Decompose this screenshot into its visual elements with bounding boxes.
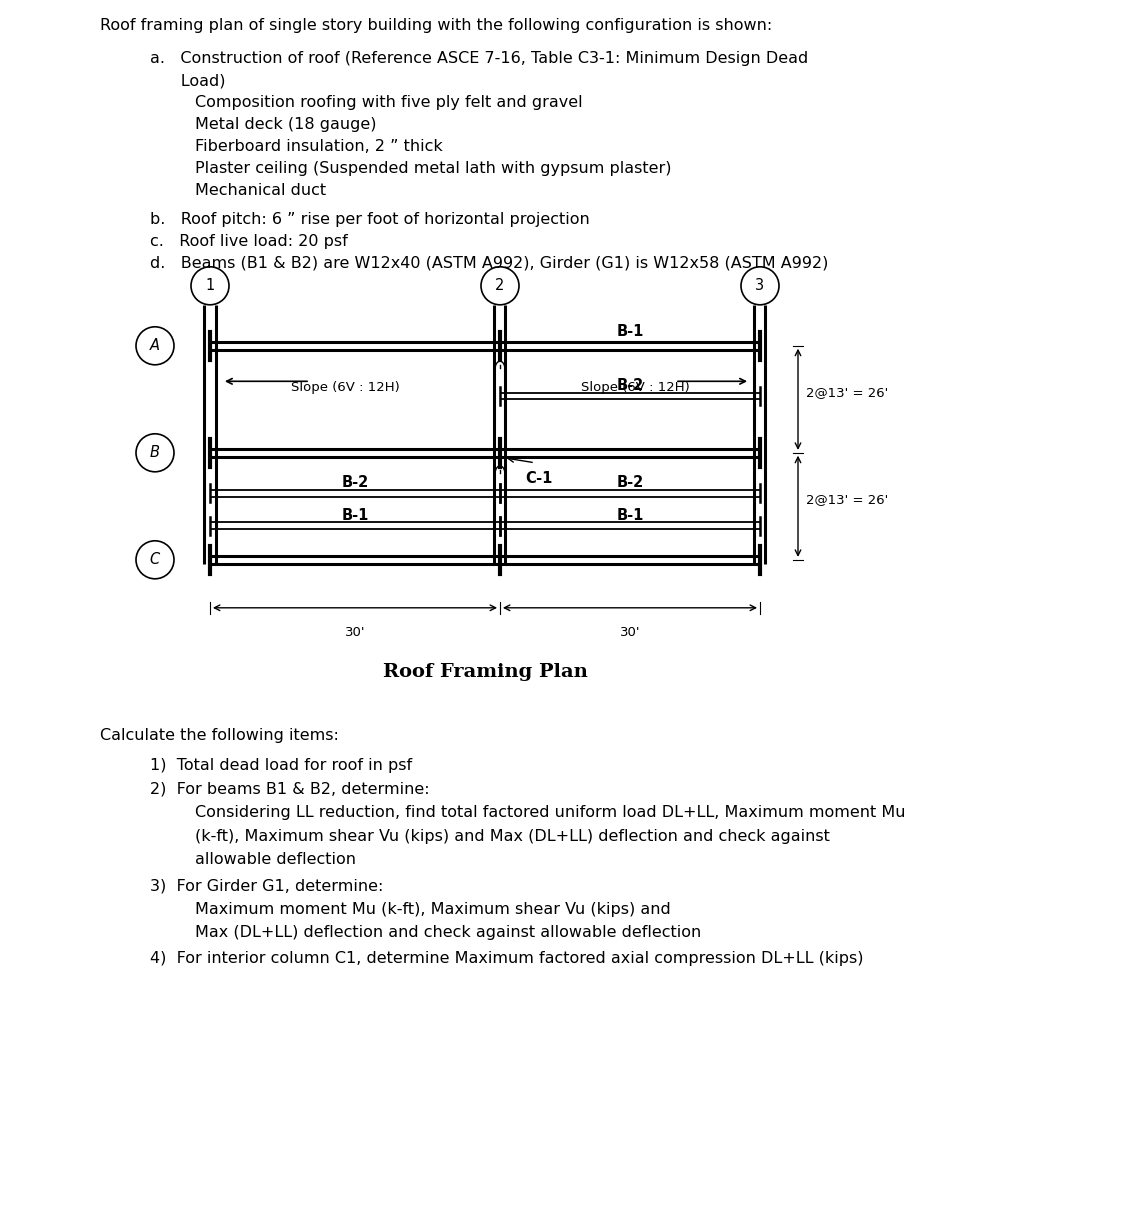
Text: B-2: B-2 <box>616 476 644 490</box>
Text: Maximum moment Mu (k-ft), Maximum shear Vu (kips) and: Maximum moment Mu (k-ft), Maximum shear … <box>195 902 670 917</box>
Text: Plaster ceiling (Suspended metal lath with gypsum plaster): Plaster ceiling (Suspended metal lath wi… <box>195 161 672 176</box>
Text: 2)  For beams B1 & B2, determine:: 2) For beams B1 & B2, determine: <box>150 782 429 796</box>
Text: Load): Load) <box>150 73 225 87</box>
Text: Slope (6V : 12H): Slope (6V : 12H) <box>581 381 690 395</box>
Text: 1: 1 <box>205 278 215 294</box>
Text: B: B <box>150 446 160 460</box>
Text: A: A <box>150 339 160 353</box>
Text: Calculate the following items:: Calculate the following items: <box>100 728 339 743</box>
Text: 3)  For Girder G1, determine:: 3) For Girder G1, determine: <box>150 878 383 894</box>
Text: B-1: B-1 <box>341 507 369 522</box>
Text: B-2: B-2 <box>341 476 369 490</box>
Text: 2@13' = 26': 2@13' = 26' <box>806 386 889 399</box>
Text: Mechanical duct: Mechanical duct <box>195 183 326 198</box>
Text: Roof Framing Plan: Roof Framing Plan <box>382 663 588 681</box>
Text: Slope (6V : 12H): Slope (6V : 12H) <box>290 381 400 395</box>
Text: 30': 30' <box>344 625 365 639</box>
Text: B-2: B-2 <box>616 378 644 393</box>
Text: (k-ft), Maximum shear Vu (kips) and Max (DL+LL) deflection and check against: (k-ft), Maximum shear Vu (kips) and Max … <box>195 829 830 844</box>
Text: B-1: B-1 <box>616 324 644 339</box>
Text: 2@13' = 26': 2@13' = 26' <box>806 493 889 506</box>
Text: Composition roofing with five ply felt and gravel: Composition roofing with five ply felt a… <box>195 95 583 110</box>
Text: c.   Roof live load: 20 psf: c. Roof live load: 20 psf <box>150 233 348 249</box>
Text: Max (DL+LL) deflection and check against allowable deflection: Max (DL+LL) deflection and check against… <box>195 925 701 940</box>
Text: 30': 30' <box>620 625 641 639</box>
Text: B-1: B-1 <box>616 507 644 522</box>
Text: C: C <box>150 552 160 567</box>
Text: 2: 2 <box>495 278 505 294</box>
Text: 3: 3 <box>755 278 765 294</box>
Text: Roof framing plan of single story building with the following configuration is s: Roof framing plan of single story buildi… <box>100 18 773 33</box>
Text: allowable deflection: allowable deflection <box>195 852 356 867</box>
Text: C-1: C-1 <box>525 471 552 486</box>
Text: 4)  For interior column C1, determine Maximum factored axial compression DL+LL (: 4) For interior column C1, determine Max… <box>150 951 863 966</box>
Text: Fiberboard insulation, 2 ” thick: Fiberboard insulation, 2 ” thick <box>195 138 443 154</box>
Text: 1)  Total dead load for roof in psf: 1) Total dead load for roof in psf <box>150 759 412 773</box>
Text: Considering LL reduction, find total factored uniform load DL+LL, Maximum moment: Considering LL reduction, find total fac… <box>195 805 906 821</box>
Text: b.   Roof pitch: 6 ” rise per foot of horizontal projection: b. Roof pitch: 6 ” rise per foot of hori… <box>150 211 590 227</box>
Text: Metal deck (18 gauge): Metal deck (18 gauge) <box>195 117 377 132</box>
Text: d.   Beams (B1 & B2) are W12x40 (ASTM A992), Girder (G1) is W12x58 (ASTM A992): d. Beams (B1 & B2) are W12x40 (ASTM A992… <box>150 256 829 271</box>
Text: a.   Construction of roof (Reference ASCE 7-16, Table C3-1: Minimum Design Dead: a. Construction of roof (Reference ASCE … <box>150 51 808 66</box>
